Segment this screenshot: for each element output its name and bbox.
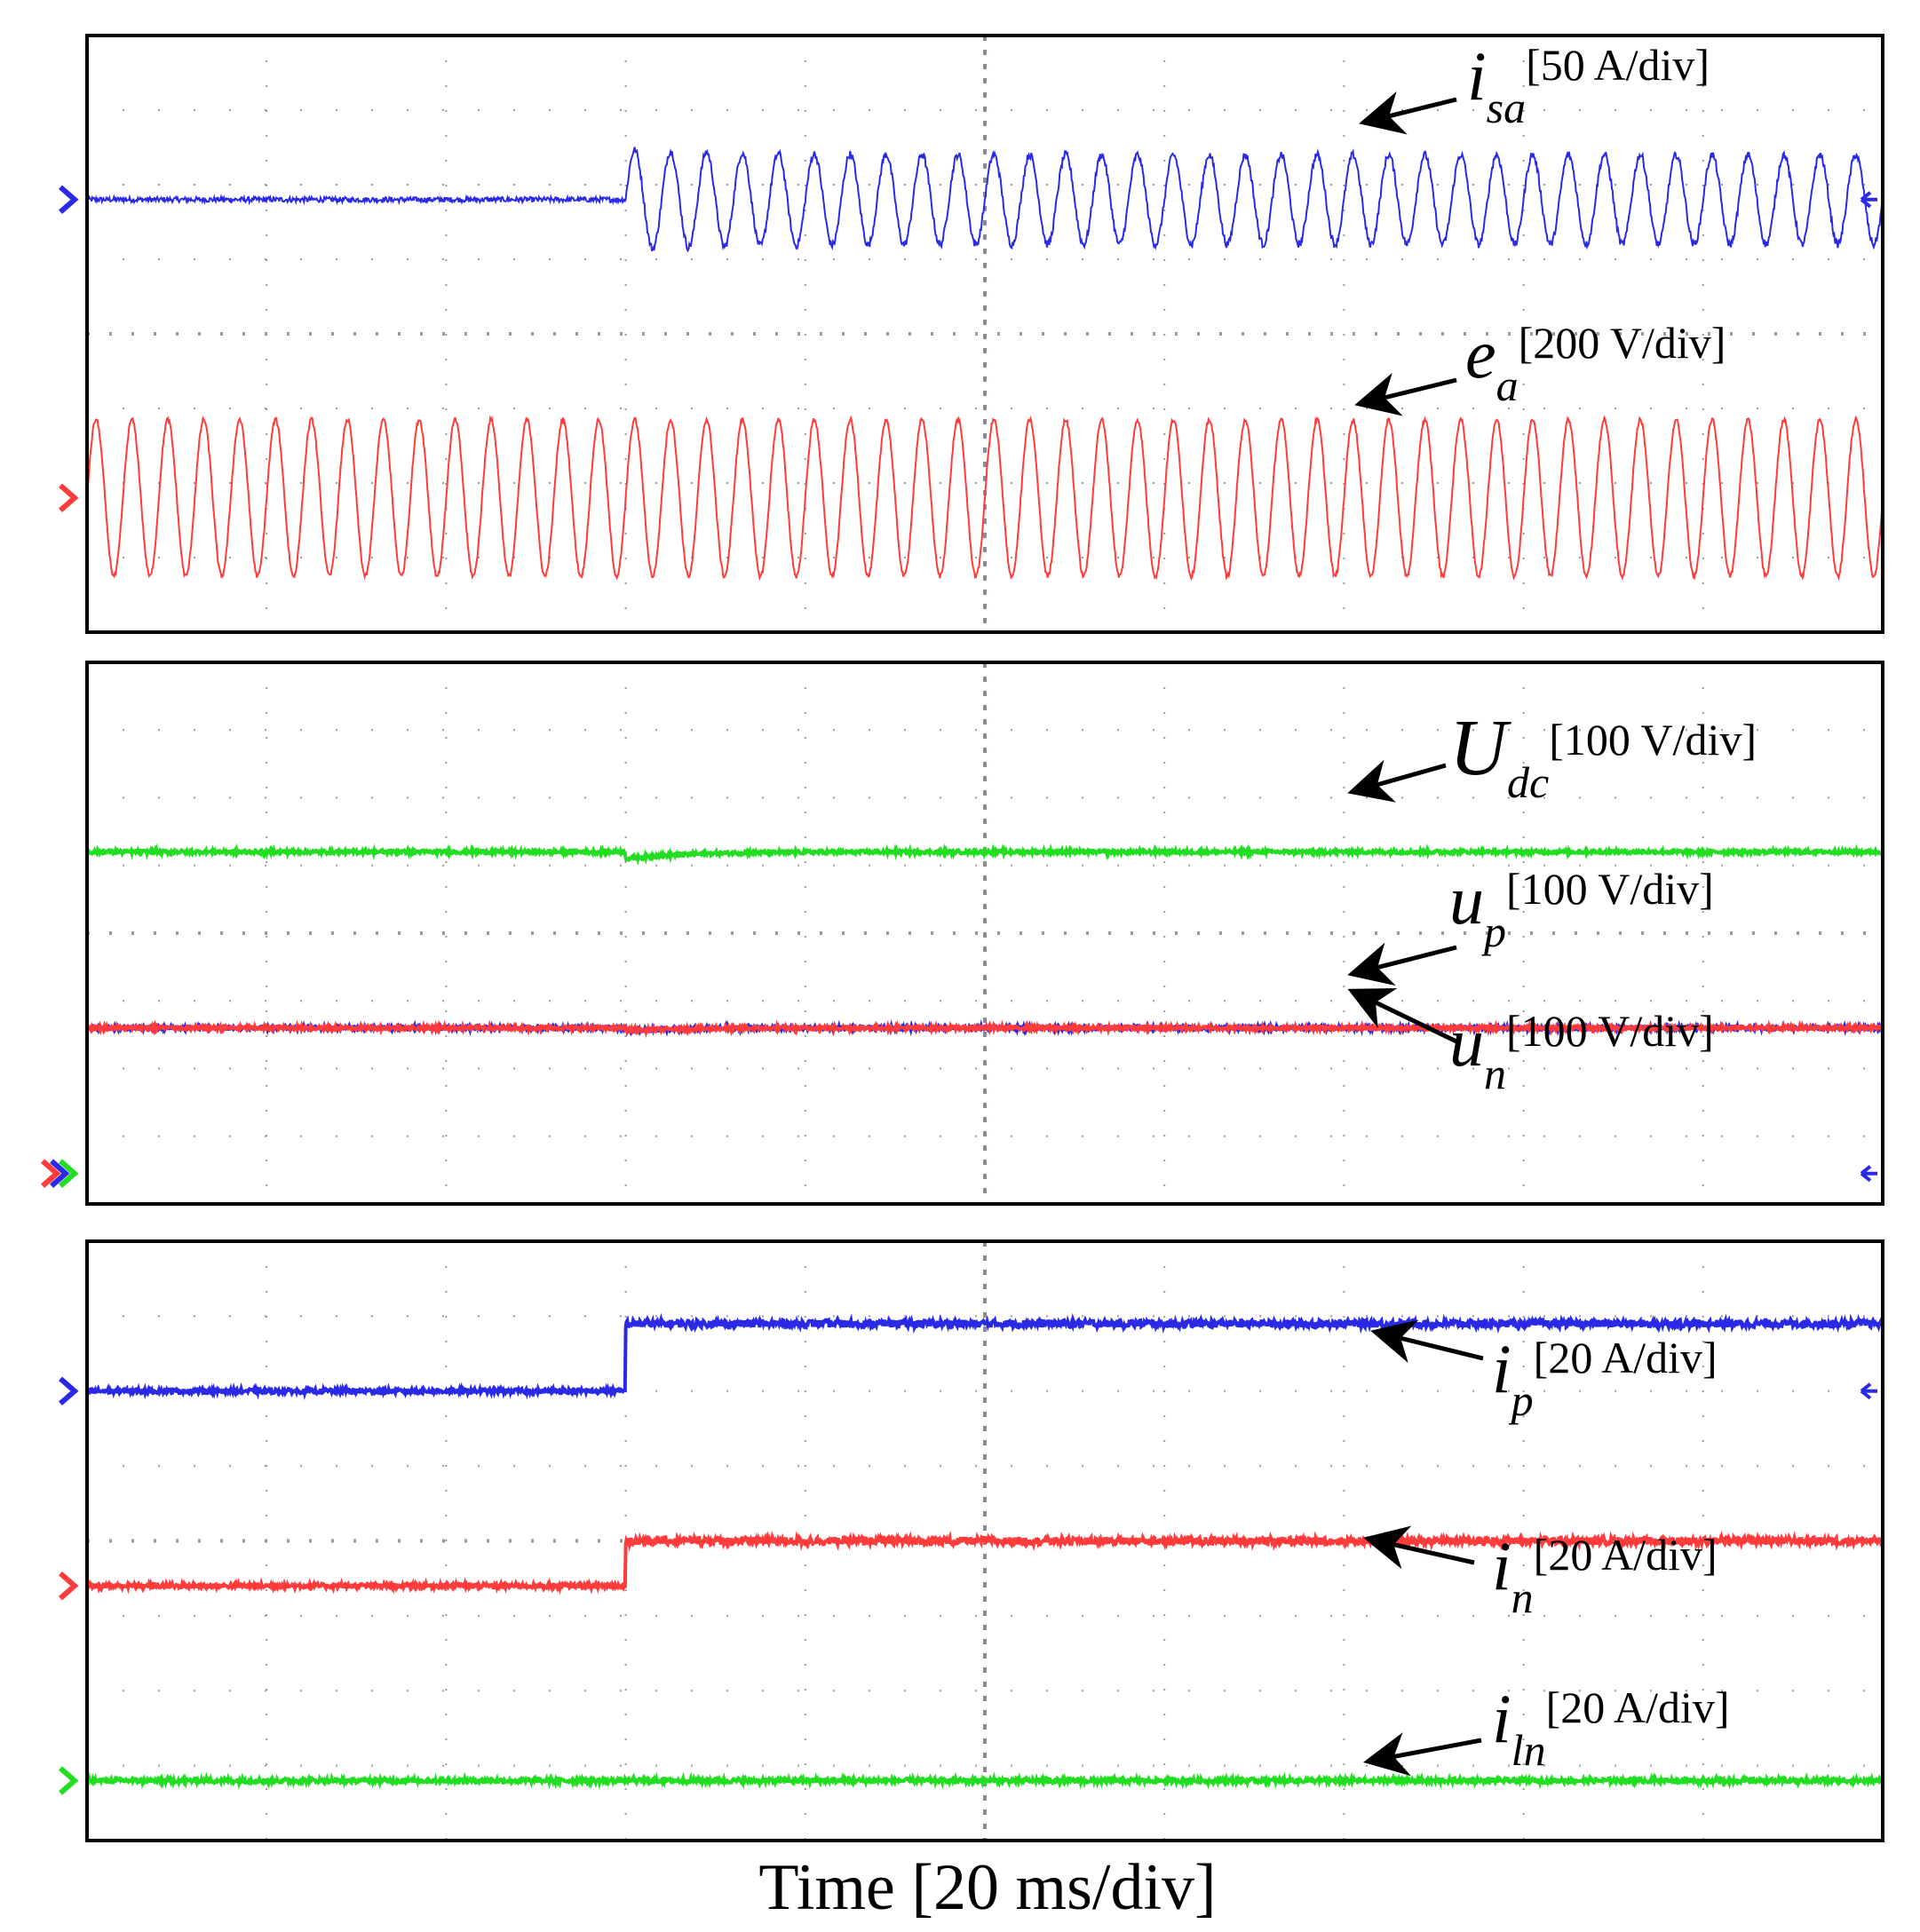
grid <box>87 36 1883 632</box>
panel-frame <box>85 34 1884 634</box>
series-scale: [50 A/div] <box>1526 40 1710 90</box>
x-axis-label: Time [20 ms/div] <box>758 1851 1216 1924</box>
series-scale: [100 V/div] <box>1506 1006 1714 1056</box>
series-scale: [200 V/div] <box>1519 318 1726 368</box>
grid <box>87 662 1883 1204</box>
series-symbol: U <box>1449 704 1511 792</box>
series-label-ip: ip[20 A/div] <box>1492 1330 1718 1425</box>
channel-marker-up <box>50 1159 70 1188</box>
right-marker-icon <box>1860 1382 1877 1400</box>
series-label-iln: iln[20 A/div] <box>1492 1680 1730 1775</box>
channel-marker-un <box>41 1159 61 1188</box>
series-label-in: in[20 A/div] <box>1492 1527 1718 1622</box>
right-marker-icon <box>1860 1165 1877 1183</box>
label-arrow <box>1347 942 1457 986</box>
series-scale: [20 A/div] <box>1546 1683 1730 1732</box>
series-subscript: sa <box>1487 83 1526 132</box>
channel-marker-isa <box>59 185 79 215</box>
trace-ea <box>86 415 1884 582</box>
panel-top: isa[50 A/div] ea[200 V/div] <box>59 34 1884 634</box>
series-subscript: n <box>1511 1572 1534 1622</box>
panel-frame <box>85 661 1884 1206</box>
series-scale: [100 V/div] <box>1506 864 1714 914</box>
series-symbol: i <box>1467 37 1487 115</box>
label-arrow <box>1359 91 1457 135</box>
series-label-un: un[100 V/div] <box>1449 1003 1714 1098</box>
channel-marker-in <box>59 1571 79 1601</box>
series-symbol: u <box>1449 861 1484 938</box>
series-scale: [20 A/div] <box>1534 1333 1718 1382</box>
trace-iln <box>85 1771 1884 1790</box>
trace-ip <box>85 1312 1884 1401</box>
series-subscript: p <box>1509 1375 1534 1425</box>
trace-in <box>85 1530 1884 1595</box>
series-label-isa: isa[50 A/div] <box>1467 37 1710 132</box>
series-subscript: n <box>1484 1049 1506 1098</box>
label-arrow <box>1347 759 1447 803</box>
trace-Udc <box>85 843 1884 866</box>
panel-bottom: ip[20 A/div]in[20 A/div]iln[20 A/div] <box>59 1239 1884 1842</box>
series-symbol: i <box>1492 1330 1511 1407</box>
label-arrow <box>1370 1319 1484 1364</box>
label-arrow <box>1347 988 1458 1044</box>
label-arrow <box>1354 372 1457 416</box>
trace-isa <box>86 146 1884 253</box>
channel-marker-Udc <box>59 1159 79 1188</box>
series-subscript: ln <box>1511 1725 1546 1775</box>
series-subscript: a <box>1496 360 1519 410</box>
series-label-ea: ea[200 V/div] <box>1465 315 1726 410</box>
series-subscript: dc <box>1507 757 1549 807</box>
series-symbol: e <box>1465 315 1496 392</box>
channel-marker-iln <box>59 1766 79 1795</box>
series-scale: [20 A/div] <box>1534 1530 1718 1580</box>
series-subscript: p <box>1481 907 1506 956</box>
label-arrow <box>1363 1732 1482 1777</box>
series-symbol: i <box>1492 1527 1511 1604</box>
series-label-up: up[100 V/div] <box>1449 861 1714 956</box>
panel-frame <box>85 1239 1884 1842</box>
channel-marker-ip <box>59 1376 79 1406</box>
channel-marker-ea <box>59 483 79 513</box>
right-marker-icon <box>1860 191 1877 209</box>
series-label-Udc: Udc[100 V/div] <box>1449 704 1757 807</box>
series-scale: [100 V/div] <box>1549 715 1757 764</box>
panel-middle: Udc[100 V/div]up[100 V/div]un[100 V/div] <box>41 661 1884 1206</box>
trace-un <box>85 1019 1884 1039</box>
series-symbol: i <box>1492 1680 1511 1757</box>
label-arrow <box>1363 1525 1475 1570</box>
